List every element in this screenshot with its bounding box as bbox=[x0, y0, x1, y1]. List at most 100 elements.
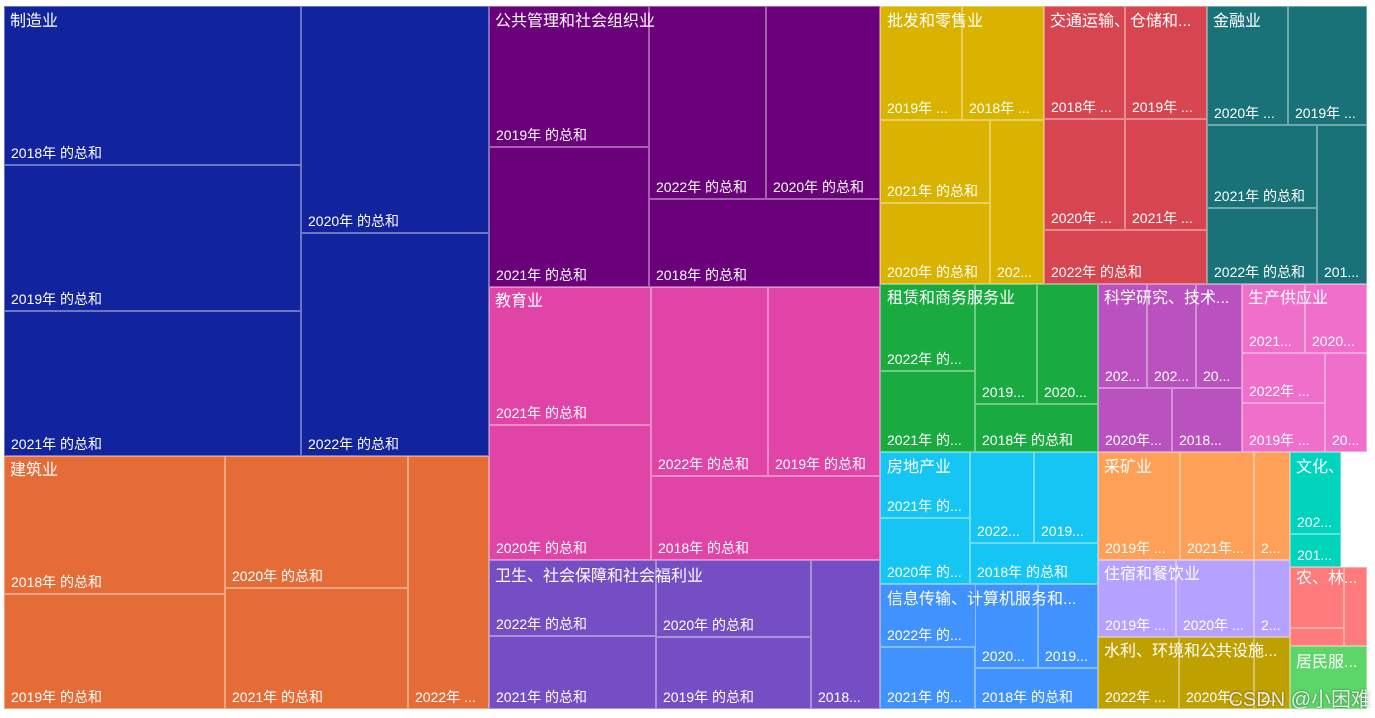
treemap-cell[interactable]: 2021年 的总和 bbox=[4, 311, 301, 456]
treemap-cell[interactable]: 2018年 的总和 bbox=[651, 476, 880, 560]
treemap-cell-label: 2019年 的总和 bbox=[775, 456, 867, 472]
treemap-cell[interactable]: 2020年 ... bbox=[1044, 119, 1125, 230]
treemap-cell[interactable]: 2022年 的... bbox=[880, 284, 975, 371]
treemap-cell[interactable] bbox=[1290, 628, 1344, 646]
treemap-cell[interactable]: 2021年 的总和 bbox=[1207, 125, 1317, 208]
treemap-cell-label: 201... bbox=[1297, 547, 1333, 563]
treemap-cell[interactable]: 2021年 的总和 bbox=[489, 636, 656, 709]
treemap-cell-label: 2018年 ... bbox=[969, 100, 1030, 116]
treemap-cell[interactable] bbox=[1290, 567, 1344, 628]
treemap-cell[interactable]: 2... bbox=[1254, 637, 1290, 709]
treemap-cell[interactable]: 2020... bbox=[975, 584, 1038, 668]
treemap-cell[interactable]: 2022年 ... bbox=[1098, 637, 1179, 709]
treemap-cell-label: 2019... bbox=[982, 384, 1025, 400]
treemap-cell[interactable]: 2021... bbox=[1242, 284, 1305, 353]
treemap-cell-label: 2018年 的总和 bbox=[658, 540, 750, 556]
treemap-cell-label: 2019年 ... bbox=[1105, 617, 1166, 633]
treemap-cell[interactable]: 2020年 ... bbox=[1207, 6, 1288, 125]
treemap-cell[interactable]: 2020年 的总和 bbox=[489, 425, 651, 560]
treemap-cell[interactable]: 202... bbox=[990, 120, 1044, 284]
treemap-cell-label: 2019年 ... bbox=[1105, 540, 1166, 556]
treemap-cell[interactable]: 2018年 ... bbox=[962, 6, 1044, 120]
treemap-cell[interactable]: 2021年 的总和 bbox=[225, 588, 408, 709]
treemap-cell-label: 2018... bbox=[818, 689, 861, 705]
treemap-cell[interactable]: 2021年 的... bbox=[880, 647, 975, 709]
treemap-cell[interactable]: 202... bbox=[1098, 284, 1147, 388]
treemap-cell[interactable]: 2021年 的总和 bbox=[880, 120, 990, 203]
treemap-cell[interactable]: 2021年... bbox=[1180, 452, 1254, 560]
treemap-cell-label: 202... bbox=[1105, 368, 1141, 384]
treemap-cell[interactable]: 2020年 的总和 bbox=[656, 560, 811, 637]
treemap-cell[interactable]: 2020年 的总和 bbox=[766, 6, 880, 199]
treemap-cell-label: 2021年 ... bbox=[1132, 210, 1193, 226]
treemap-cell[interactable]: 2019年 的总和 bbox=[489, 6, 649, 147]
treemap-cell[interactable]: 2018年 的总和 bbox=[4, 456, 225, 594]
treemap-cell[interactable]: 201... bbox=[1317, 125, 1367, 284]
treemap-cell[interactable]: 2018年 的总和 bbox=[4, 6, 301, 165]
treemap-cell[interactable]: 2021年 ... bbox=[1125, 119, 1207, 230]
treemap-cell[interactable]: 2022年 ... bbox=[1242, 353, 1325, 403]
treemap-cell[interactable]: 2022年 的总和 bbox=[1044, 230, 1207, 284]
treemap-cell[interactable]: 2022年 的总和 bbox=[649, 6, 766, 199]
treemap-cell[interactable]: 2019年 ... bbox=[1098, 560, 1176, 637]
treemap-cell[interactable]: 202... bbox=[1290, 452, 1341, 534]
treemap-cell[interactable]: 2019年 的总和 bbox=[4, 165, 301, 311]
treemap-cell[interactable]: 2018年 的总和 bbox=[970, 543, 1098, 584]
treemap-cell-label: 2020年 的总和 bbox=[887, 264, 979, 280]
treemap-cell[interactable]: 2020年 的... bbox=[880, 518, 970, 584]
treemap-cell[interactable]: 2020年... bbox=[1179, 637, 1254, 709]
treemap-cell[interactable]: 2019... bbox=[975, 284, 1037, 404]
treemap-cell[interactable]: 2018... bbox=[1172, 388, 1242, 452]
treemap-cell[interactable]: 202... bbox=[1147, 284, 1196, 388]
treemap-cell[interactable]: 2019年 ... bbox=[880, 6, 962, 120]
treemap-cell[interactable]: 2021年 的... bbox=[880, 371, 975, 452]
treemap-cell-label: 2020年 的总和 bbox=[496, 540, 588, 556]
treemap-cell-label: 2019年 ... bbox=[887, 100, 948, 116]
treemap-cell[interactable]: 2022年 的总和 bbox=[1207, 208, 1317, 284]
treemap-cell[interactable]: 2020年... bbox=[1098, 388, 1172, 452]
treemap-chart: 2018年 的总和 2019年 的总和 2021年 的总和 2020年 的总和 2022… bbox=[4, 6, 1367, 709]
treemap-cell[interactable]: 2020年 ... bbox=[1176, 560, 1254, 637]
treemap-cell[interactable]: 20... bbox=[1196, 284, 1242, 388]
treemap-cell[interactable]: 2019年 ... bbox=[1242, 403, 1325, 452]
treemap-cell[interactable]: 2020年 的总和 bbox=[880, 203, 990, 284]
treemap-cell[interactable]: 2... bbox=[1254, 560, 1290, 637]
treemap-cell[interactable]: 2021年 的总和 bbox=[489, 147, 649, 287]
treemap-cell[interactable]: 2019... bbox=[1038, 584, 1098, 668]
treemap-cell-label: 2022年 的总和 bbox=[1051, 264, 1143, 280]
treemap-cell[interactable]: 2019... bbox=[1034, 452, 1098, 543]
treemap-cell[interactable]: 2019年 的总和 bbox=[4, 594, 225, 709]
treemap-cell[interactable] bbox=[1344, 567, 1367, 646]
treemap-cell[interactable]: 2019年 ... bbox=[1288, 6, 1367, 125]
treemap-cell[interactable]: 2019年 的总和 bbox=[656, 637, 811, 709]
treemap-cell-label: 2019... bbox=[1041, 523, 1084, 539]
treemap-cell[interactable]: 2020年 的总和 bbox=[225, 456, 408, 588]
treemap-cell[interactable]: 2018年 的总和 bbox=[975, 668, 1098, 709]
treemap-cell[interactable]: 2022年 的总和 bbox=[301, 233, 489, 456]
treemap-cell-label: 20... bbox=[1332, 432, 1360, 448]
treemap-cell[interactable]: 2021年 的总和 bbox=[489, 287, 651, 425]
treemap-cell[interactable]: 2... bbox=[1254, 452, 1290, 560]
treemap-cell[interactable]: 2018年 ... bbox=[1044, 6, 1125, 119]
treemap-cell[interactable]: 2022年 ... bbox=[408, 456, 489, 709]
treemap-cell[interactable]: 2020... bbox=[1305, 284, 1367, 353]
treemap-cell-label: 2021年 的总和 bbox=[887, 183, 979, 199]
treemap-cell-label: 2020年 的总和 bbox=[663, 617, 755, 633]
treemap-cell[interactable]: 2018年 的总和 bbox=[649, 199, 880, 287]
treemap-cell-label: 202... bbox=[1154, 368, 1190, 384]
treemap-cell[interactable]: 2019年 的总和 bbox=[768, 287, 880, 476]
treemap-cell[interactable]: 2021年 的... bbox=[880, 452, 970, 518]
treemap-cell[interactable]: 2022年 的总和 bbox=[489, 560, 656, 636]
treemap-cell[interactable]: 201... bbox=[1290, 534, 1341, 567]
treemap-cell[interactable]: 2019年 ... bbox=[1125, 6, 1207, 119]
treemap-cell-label: 2021年 的总和 bbox=[232, 689, 324, 705]
treemap-cell[interactable]: 2020年 的总和 bbox=[301, 6, 489, 233]
treemap-cell[interactable]: 2022... bbox=[970, 452, 1034, 543]
treemap-cell[interactable]: 2020... bbox=[1037, 284, 1098, 404]
treemap-cell[interactable]: 2018... bbox=[811, 560, 880, 709]
treemap-cell[interactable]: 20... bbox=[1325, 353, 1367, 452]
treemap-cell[interactable]: 2019年 ... bbox=[1098, 452, 1180, 560]
treemap-cell[interactable]: 2022年 的总和 bbox=[651, 287, 768, 476]
treemap-cell[interactable]: 2018年 的总和 bbox=[975, 404, 1098, 452]
treemap-cell[interactable] bbox=[1290, 646, 1367, 709]
